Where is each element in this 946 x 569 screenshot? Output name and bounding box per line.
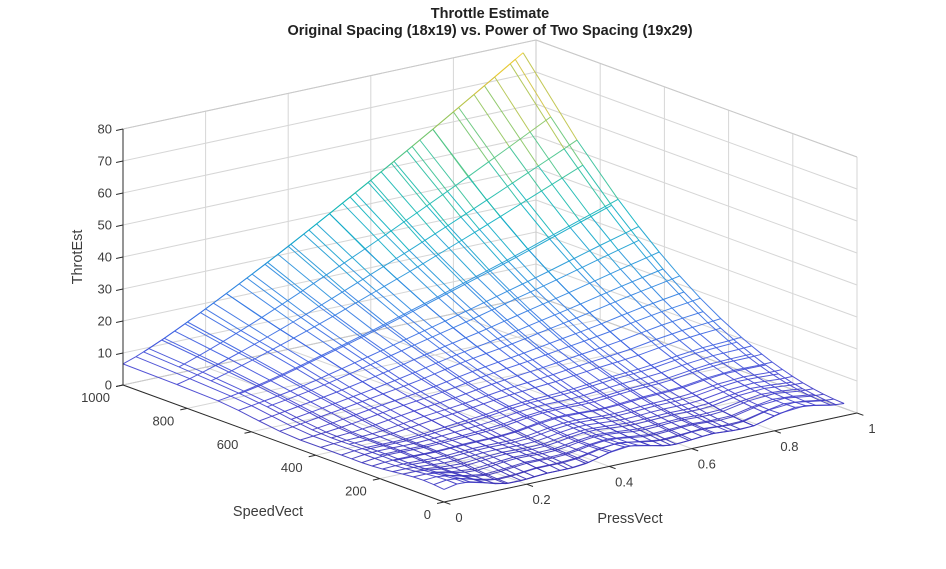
- axis-lines: [115, 128, 864, 505]
- x-tick-label: 0.6: [698, 457, 716, 472]
- y-tick-label: 200: [345, 484, 367, 499]
- z-tick-label: 30: [98, 282, 112, 297]
- x-tick-label: 0: [455, 510, 462, 525]
- z-tick-label: 40: [98, 250, 112, 265]
- z-tick-label: 70: [98, 154, 112, 169]
- z-tick-label: 50: [98, 218, 112, 233]
- y-axis-label: SpeedVect: [232, 504, 304, 520]
- z-axis-label: ThrotEst: [70, 229, 86, 285]
- x-tick-label: 0.4: [615, 474, 633, 489]
- y-tick-label: 600: [217, 437, 239, 452]
- x-axis-label: PressVect: [597, 511, 663, 527]
- wall-grid: [122, 39, 858, 503]
- z-tick-label: 20: [98, 314, 112, 329]
- z-tick-label: 10: [98, 346, 112, 361]
- x-tick-label: 0.8: [780, 439, 798, 454]
- z-tick-label: 0: [105, 378, 112, 393]
- chart-subtitle: Original Spacing (18x19) vs. Power of Tw…: [287, 23, 693, 39]
- x-tick-label: 1: [868, 421, 875, 436]
- y-tick-label: 400: [281, 460, 303, 475]
- chart-title: Throttle Estimate: [430, 6, 550, 22]
- tick-labels: 00.20.40.60.8102004006008001000010203040…: [81, 122, 876, 526]
- z-tick-label: 80: [98, 122, 112, 137]
- chart-title-block: Throttle Estimate Original Spacing (18x1…: [287, 6, 692, 40]
- z-tick-label: 60: [98, 186, 112, 201]
- y-tick-label: 1000: [81, 390, 110, 405]
- mesh-original: [143, 59, 837, 485]
- y-tick-label: 800: [152, 413, 174, 428]
- y-tick-label: 0: [424, 507, 431, 522]
- x-tick-label: 0.2: [533, 492, 551, 507]
- mesh-power-of-two: [122, 52, 845, 490]
